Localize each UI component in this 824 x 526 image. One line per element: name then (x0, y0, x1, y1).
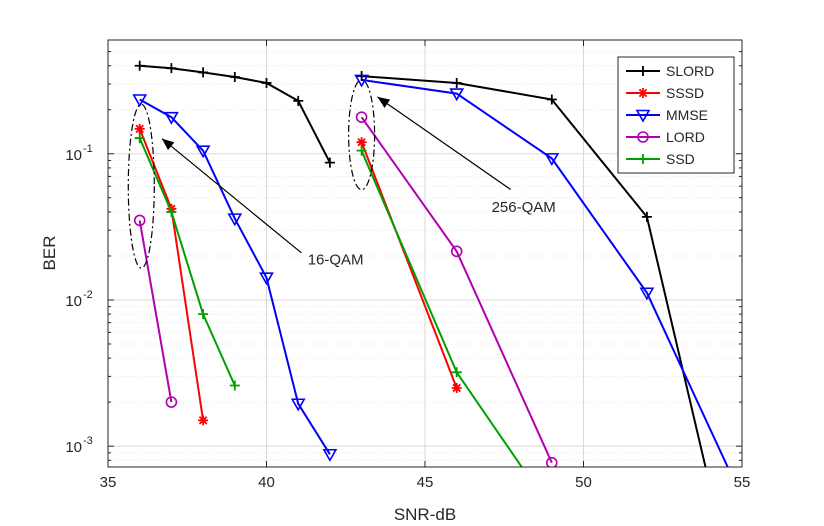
annotation-arrow-head (377, 96, 391, 108)
legend-entry-lord: LORD (626, 129, 705, 145)
x-tick-label: 45 (417, 474, 434, 491)
plus-marker (229, 72, 240, 83)
plus-marker (324, 157, 335, 168)
annotation-256-qam: 256-QAM (348, 79, 556, 216)
series-slord (134, 60, 707, 467)
asterisk-marker (198, 415, 209, 426)
series-line (360, 141, 458, 389)
x-tick-label: 55 (734, 474, 751, 491)
triangle-marker (164, 111, 179, 125)
triangle-marker (449, 88, 465, 102)
plus-marker (451, 77, 462, 88)
plus-marker (198, 67, 209, 78)
plus-marker (166, 206, 177, 217)
asterisk-marker (451, 382, 462, 393)
y-tick-label-exponent: -3 (83, 435, 93, 447)
plus-marker (451, 367, 462, 378)
legend-entry-slord: SLORD (626, 63, 714, 79)
triangle-marker (635, 109, 651, 123)
legend-label: LORD (666, 129, 705, 145)
circle-marker (133, 214, 146, 227)
series-line (138, 137, 236, 386)
annotation-arrow-line (377, 96, 511, 190)
x-tick-label: 50 (575, 474, 592, 491)
triangle-marker (195, 145, 211, 159)
triangle-marker (544, 153, 560, 166)
y-tick-label-base: 10 (65, 439, 82, 456)
x-tick-label: 35 (100, 474, 117, 491)
plus-marker (261, 77, 272, 88)
annotation-arrow-head (161, 138, 175, 151)
plus-marker (638, 154, 648, 164)
legend-entry-sssd: SSSD (626, 85, 704, 101)
triangle-marker (227, 213, 243, 227)
plus-marker (229, 380, 240, 391)
legend-entry-mmse: MMSE (626, 107, 708, 123)
legend-entry-ssd: SSD (626, 151, 695, 167)
series-line (361, 78, 729, 467)
asterisk-marker (356, 137, 367, 148)
plus-marker (134, 133, 145, 144)
series-line (138, 220, 173, 403)
y-tick-label-exponent: -1 (83, 143, 93, 155)
y-tick-label-base: 10 (65, 147, 82, 164)
series-mmse (132, 74, 729, 467)
circle-marker (546, 456, 558, 467)
plus-marker (641, 211, 652, 222)
plus-marker (546, 94, 557, 105)
annotation-label: 16-QAM (308, 251, 364, 268)
circle-marker (450, 245, 463, 258)
legend-label: SSD (666, 151, 695, 167)
triangle-marker (290, 398, 306, 412)
legend-label: SSSD (666, 85, 704, 101)
series-line (360, 116, 553, 464)
series-layer (132, 60, 729, 467)
y-axis-label: BER (40, 236, 59, 271)
circle-marker (637, 131, 649, 143)
legend-label: SLORD (666, 63, 714, 79)
triangle-marker (132, 94, 148, 108)
annotation-arrow-line (161, 138, 302, 254)
plus-marker (293, 95, 304, 106)
legend-label: MMSE (666, 107, 708, 123)
series-line (139, 98, 331, 455)
annotation-ellipse (127, 103, 155, 269)
asterisk-marker (134, 123, 145, 134)
x-tick-label: 40 (258, 474, 275, 491)
plus-marker (198, 309, 209, 320)
series-lord (133, 111, 558, 467)
x-axis-label: SNR-dB (394, 505, 456, 524)
circle-marker (165, 396, 178, 408)
triangle-marker (322, 448, 338, 462)
asterisk-marker (638, 88, 648, 98)
plus-marker (638, 66, 648, 76)
series-ssd (134, 133, 523, 467)
annotation-label: 256-QAM (492, 199, 556, 216)
annotation-16-qam: 16-QAM (127, 103, 364, 269)
plus-marker (356, 145, 367, 156)
plus-marker (134, 60, 145, 71)
triangle-marker (354, 74, 369, 88)
circle-marker (355, 111, 368, 123)
plus-marker (166, 63, 177, 74)
y-tick-label-base: 10 (65, 293, 82, 310)
annotation-ellipse (348, 79, 376, 191)
triangle-marker (639, 287, 655, 301)
triangle-marker (259, 272, 274, 286)
legend: SLORD SSSD MMSE LORD SSD (617, 56, 735, 174)
annotations: 16-QAM 256-QAM (127, 79, 556, 269)
y-tick-label-exponent: -2 (83, 289, 93, 301)
